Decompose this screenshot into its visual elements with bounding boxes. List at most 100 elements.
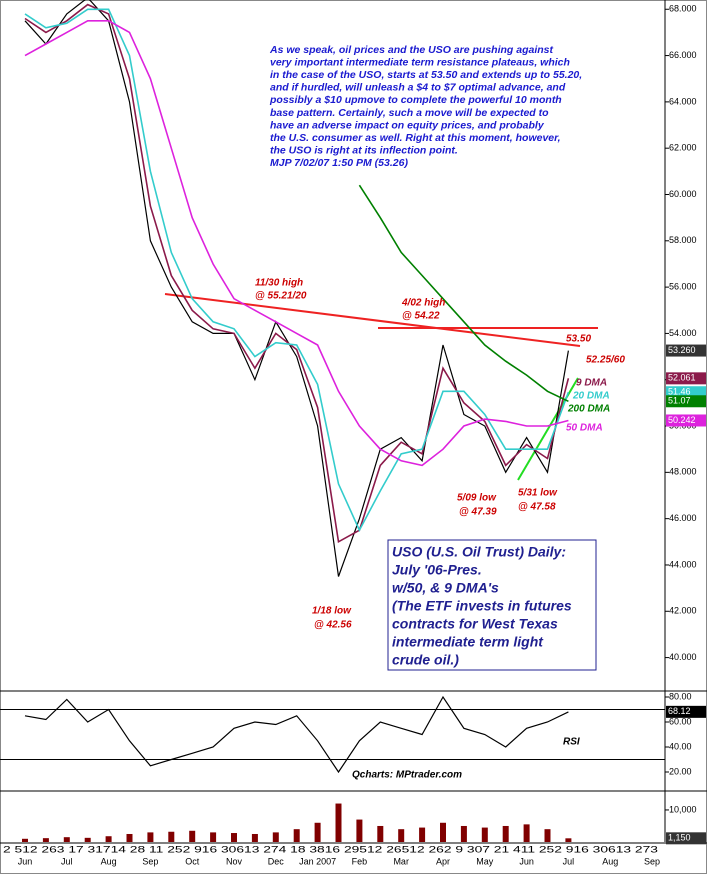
annotation: @ 55.21/20 [255, 291, 307, 302]
commentary: and if hurdled, will unleash a $4 to $7 … [270, 82, 566, 94]
x-tick-label: Jul [563, 856, 575, 866]
value-tag: 1,150 [668, 833, 691, 843]
value-tag: 52.061 [668, 373, 696, 383]
resistance-line [164, 293, 581, 347]
annotation: 5/09 low [457, 493, 497, 504]
volume-bar [126, 833, 133, 842]
info-text: (The ETF invests in futures [392, 598, 572, 614]
volume-bar [63, 837, 70, 842]
volume-bar [356, 819, 363, 842]
commentary: As we speak, oil prices and the USO are … [269, 44, 554, 56]
volume-bar [523, 824, 530, 842]
y-tick-label: 64.000 [669, 96, 697, 106]
volume-bar [314, 822, 321, 842]
panel-label: RSI [563, 737, 580, 748]
commentary: the USO is right at its inflection point… [270, 145, 458, 157]
volume-bar [565, 838, 572, 842]
y-tick-label: 66.000 [669, 50, 697, 60]
annotation: @ 47.39 [459, 507, 497, 518]
volume-bar [210, 832, 217, 842]
annotation: 53.50 [566, 334, 591, 345]
volume-bar [251, 833, 258, 842]
value-tag-box [666, 344, 706, 357]
x-day-labels: 2 512 263 17 31714 28 11 252 916 30613 2… [3, 844, 658, 854]
volume-bar [84, 837, 91, 842]
commentary: in the case of the USO, starts at 53.50 … [270, 69, 582, 81]
x-tick-label: Jun [18, 856, 33, 866]
value-tag: 51.46 [668, 387, 691, 397]
volume-bar [168, 831, 175, 842]
y-tick-label: 40.000 [669, 652, 697, 662]
y-tick-label: 60.000 [669, 189, 697, 199]
info-text: crude oil.) [392, 652, 459, 668]
annotation: 52.25/60 [586, 355, 625, 366]
volume-bar [22, 838, 28, 842]
x-tick-label: Jun [519, 856, 534, 866]
annotation: @ 54.22 [402, 311, 440, 322]
y-tick-label: 44.000 [669, 559, 697, 569]
y-tick-label: 42.000 [669, 606, 697, 616]
volume-bar [398, 829, 405, 842]
volume-bar [377, 825, 384, 842]
y-tick-label: 10,000 [669, 804, 697, 814]
x-tick-label: Feb [352, 856, 368, 866]
x-tick-label: Dec [268, 856, 285, 866]
value-tag: 50.242 [668, 415, 696, 425]
value-tag-box [666, 705, 706, 718]
y-tick-label: 58.000 [669, 235, 697, 245]
value-tag: 53.260 [668, 345, 696, 355]
y-tick-label: 48.000 [669, 467, 697, 477]
y-tick-label: 56.000 [669, 281, 697, 291]
legend-label: 50 DMA [566, 423, 603, 434]
credit: Qcharts: MPtrader.com [352, 770, 462, 781]
series-line [24, 20, 569, 467]
y-tick-label: 62.000 [669, 143, 697, 153]
x-tick-label: Aug [101, 856, 117, 866]
commentary: possibly a $10 upmove to complete the po… [269, 94, 562, 106]
x-tick-label: Apr [436, 856, 450, 866]
value-tag: 51.07 [668, 396, 691, 406]
value-tag-box [666, 414, 706, 427]
x-tick-label: Oct [185, 856, 200, 866]
volume-bar [189, 830, 196, 842]
annotation: 1/18 low [312, 606, 352, 617]
x-tick-label: Nov [226, 856, 243, 866]
annotation: @ 42.56 [314, 620, 352, 631]
y-tick-label: 60.00 [669, 716, 692, 726]
x-tick-label: Jul [61, 856, 73, 866]
commentary: have an adverse impact on equity prices,… [270, 119, 545, 131]
annotation: @ 47.58 [518, 502, 556, 513]
info-text: July '06-Pres. [392, 562, 482, 578]
value-tag-box [666, 386, 706, 399]
y-tick-label: 80.00 [669, 691, 692, 701]
info-text: contracts for West Texas [392, 616, 558, 632]
info-box [387, 539, 597, 671]
annotation: 4/02 high [401, 298, 445, 309]
x-tick-label: Mar [393, 856, 409, 866]
value-tag-box [666, 395, 706, 408]
legend-label: 200 DMA [567, 404, 610, 415]
y-tick-label: 20.00 [669, 766, 692, 776]
volume-bar [460, 825, 467, 842]
volume-bar [42, 838, 49, 842]
volume-bar [440, 822, 446, 842]
annotation: 11/30 high [255, 278, 303, 289]
volume-bar [544, 829, 551, 842]
x-tick-label: May [476, 856, 494, 866]
info-text: w/50, & 9 DMA's [392, 580, 499, 596]
y-tick-label: 40.00 [669, 741, 692, 751]
volume-bar [502, 825, 509, 842]
legend-label: 20 DMA [572, 391, 610, 402]
annotation: 5/31 low [518, 488, 558, 499]
y-tick-label: 54.000 [669, 328, 697, 338]
commentary: base pattern. Certainly, such a move wil… [270, 107, 549, 119]
volume-bar [105, 836, 112, 842]
info-text: USO (U.S. Oil Trust) Daily: [392, 544, 566, 560]
value-tag-box [666, 832, 706, 845]
x-tick-label: Sep [142, 856, 158, 866]
volume-bar [272, 832, 279, 842]
value-tag-box [666, 372, 706, 385]
commentary: MJP 7/02/07 1:50 PM (53.26) [270, 157, 408, 169]
